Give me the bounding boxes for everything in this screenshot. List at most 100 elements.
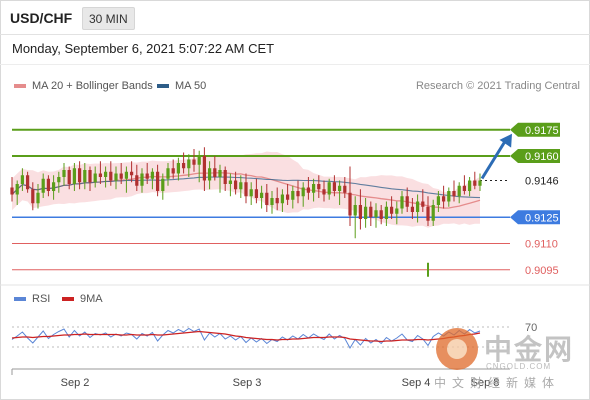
candle-body-47 <box>254 189 259 198</box>
candle-body-43 <box>233 180 238 190</box>
candle-body-14 <box>83 170 87 183</box>
candle-body-33 <box>181 163 186 169</box>
candle-body-21 <box>119 173 123 179</box>
candle-body-54 <box>291 191 295 200</box>
candle-body-57 <box>306 187 311 193</box>
watermark-subtitle: 中文财经新媒体 <box>434 376 561 390</box>
candle-body-87 <box>462 185 467 191</box>
time-axis-label-3: Sep 8 <box>471 377 500 389</box>
watermark-logo-text: 中金网 <box>484 333 575 366</box>
candle-body-15 <box>88 170 92 183</box>
level-label-1: 0.9160 <box>525 151 559 163</box>
candle-body-75 <box>400 196 404 209</box>
forecast-arrow-head <box>499 133 512 148</box>
ma20-swatch <box>14 84 26 89</box>
candle-body-65 <box>348 192 352 216</box>
level-label-4: 0.9110 <box>525 239 558 251</box>
level-label-0: 0.9175 <box>525 125 559 137</box>
candle-body-9 <box>57 177 61 183</box>
candle-body-66 <box>353 205 357 216</box>
candle-body-17 <box>98 173 103 177</box>
candle-body-70 <box>374 210 378 218</box>
rsi-panel: 70 <box>0 284 590 349</box>
candles <box>10 147 482 239</box>
candle-body-72 <box>384 206 389 219</box>
legend-rsi: RSI <box>14 293 50 305</box>
candle-body-77 <box>410 206 415 212</box>
candle-body-5 <box>36 192 40 204</box>
candle-body-46 <box>249 189 253 197</box>
candle-body-58 <box>311 184 316 193</box>
candle-body-45 <box>244 182 248 197</box>
watermark-url: CNGOLD.COM <box>486 362 552 371</box>
legend-9ma: 9MA <box>62 293 103 305</box>
candle-body-71 <box>379 210 383 219</box>
candle-body-1 <box>15 184 19 195</box>
timeframe-button[interactable]: 30 MIN <box>82 7 135 30</box>
candle-body-81 <box>431 205 435 221</box>
candle-body-53 <box>285 194 290 200</box>
ma50-label: MA 50 <box>175 80 207 92</box>
ma9-label: 9MA <box>80 293 103 305</box>
candle-body-83 <box>441 196 446 202</box>
candle-body-48 <box>259 192 264 198</box>
candle-body-67 <box>358 205 363 219</box>
candle-body-7 <box>46 178 51 191</box>
candle-body-24 <box>135 175 139 186</box>
candle-body-44 <box>239 182 243 190</box>
header-divider <box>0 64 590 65</box>
chart-header: USD/CHF 30 MIN <box>0 0 590 35</box>
candle-body-0 <box>10 187 14 195</box>
time-axis-label-2: Sep 4 <box>402 377 431 389</box>
candle-body-76 <box>405 196 409 207</box>
candle-body-73 <box>389 206 394 214</box>
candle-body-20 <box>114 173 118 181</box>
rsi-9ma-line <box>11 330 481 343</box>
candle-body-16 <box>93 173 97 183</box>
candle-body-82 <box>436 196 441 205</box>
candle-body-50 <box>270 198 274 205</box>
candle-body-4 <box>31 189 35 204</box>
candle-body-63 <box>337 185 342 191</box>
candle-body-3 <box>25 175 30 190</box>
level-labels: 0.9175 0.9160 0.9146 0.9125 0.9110 0.9095 <box>510 122 560 277</box>
candle-body-22 <box>124 171 129 179</box>
candle-body-59 <box>317 184 321 190</box>
candle-body-2 <box>20 175 25 184</box>
ma50-swatch <box>157 84 169 89</box>
level-label-2: 0.9146 <box>525 176 559 188</box>
candle-body-64 <box>343 185 347 193</box>
candle-body-29 <box>161 178 165 191</box>
candle-body-40 <box>218 170 222 177</box>
candle-body-41 <box>223 170 227 184</box>
candle-body-11 <box>67 170 71 184</box>
candle-body-42 <box>228 180 233 184</box>
candle-body-28 <box>155 171 160 191</box>
research-credit: Research © 2021 Trading Central <box>415 80 580 92</box>
candle-body-68 <box>363 206 368 219</box>
candle-body-38 <box>207 168 212 181</box>
candle-body-32 <box>176 163 181 174</box>
candle-body-49 <box>265 192 269 205</box>
time-axis: Sep 2 Sep 3 Sep 4 Sep 8 <box>11 368 510 389</box>
candle-body-84 <box>447 191 451 202</box>
candle-body-52 <box>280 194 285 204</box>
rsi-line <box>11 327 481 349</box>
candle-body-36 <box>197 156 201 165</box>
rsi-label: RSI <box>32 293 51 305</box>
forecast-arrow-shaft <box>480 138 508 180</box>
candle-body-10 <box>62 170 66 177</box>
candle-body-60 <box>322 189 326 195</box>
candle-body-18 <box>103 171 108 177</box>
candle-body-89 <box>473 180 477 186</box>
candle-body-69 <box>369 206 373 218</box>
candle-body-90 <box>478 180 482 186</box>
candle-body-25 <box>140 173 144 186</box>
level-label-5: 0.9095 <box>525 265 559 277</box>
candle-body-56 <box>301 187 305 197</box>
candle-body-55 <box>296 191 300 197</box>
candle-body-35 <box>192 159 196 165</box>
level-tag-1 <box>510 149 560 163</box>
candle-body-30 <box>166 168 170 179</box>
